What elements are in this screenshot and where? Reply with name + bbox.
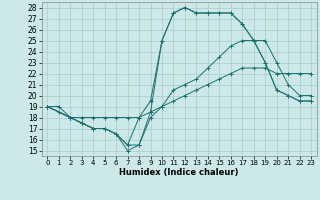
X-axis label: Humidex (Indice chaleur): Humidex (Indice chaleur) [119, 168, 239, 177]
